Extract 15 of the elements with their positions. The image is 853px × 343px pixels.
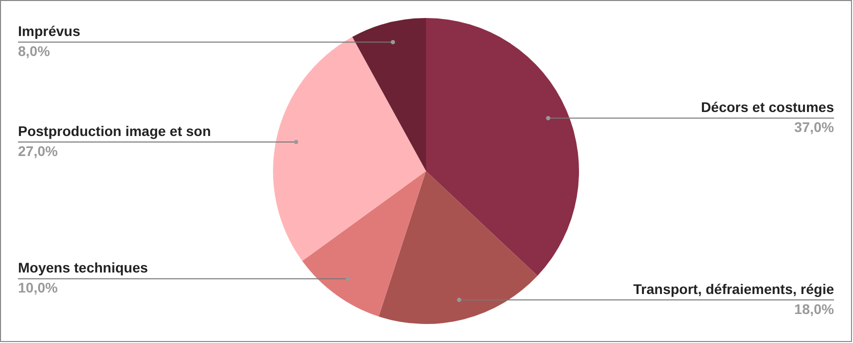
pie-slice: [378, 171, 538, 324]
pie-slice: [273, 36, 426, 261]
slice-label: Décors et costumes: [700, 99, 834, 116]
slice-label: Transport, défraiements, régie: [633, 280, 834, 297]
data-label: 8,0%: [18, 43, 50, 60]
slice-label: Postproduction image et son: [18, 122, 211, 139]
data-label: 18,0%: [794, 300, 835, 317]
pie-slice: [352, 18, 426, 171]
slice-label: Imprévus: [18, 23, 80, 40]
slice-label: Moyens techniques: [18, 260, 148, 276]
data-label: 37,0%: [794, 119, 835, 136]
data-label: 10,0%: [18, 280, 58, 296]
data-label: 27,0%: [18, 142, 58, 159]
pie-slice: [302, 171, 426, 317]
pie-slice: [426, 18, 579, 276]
